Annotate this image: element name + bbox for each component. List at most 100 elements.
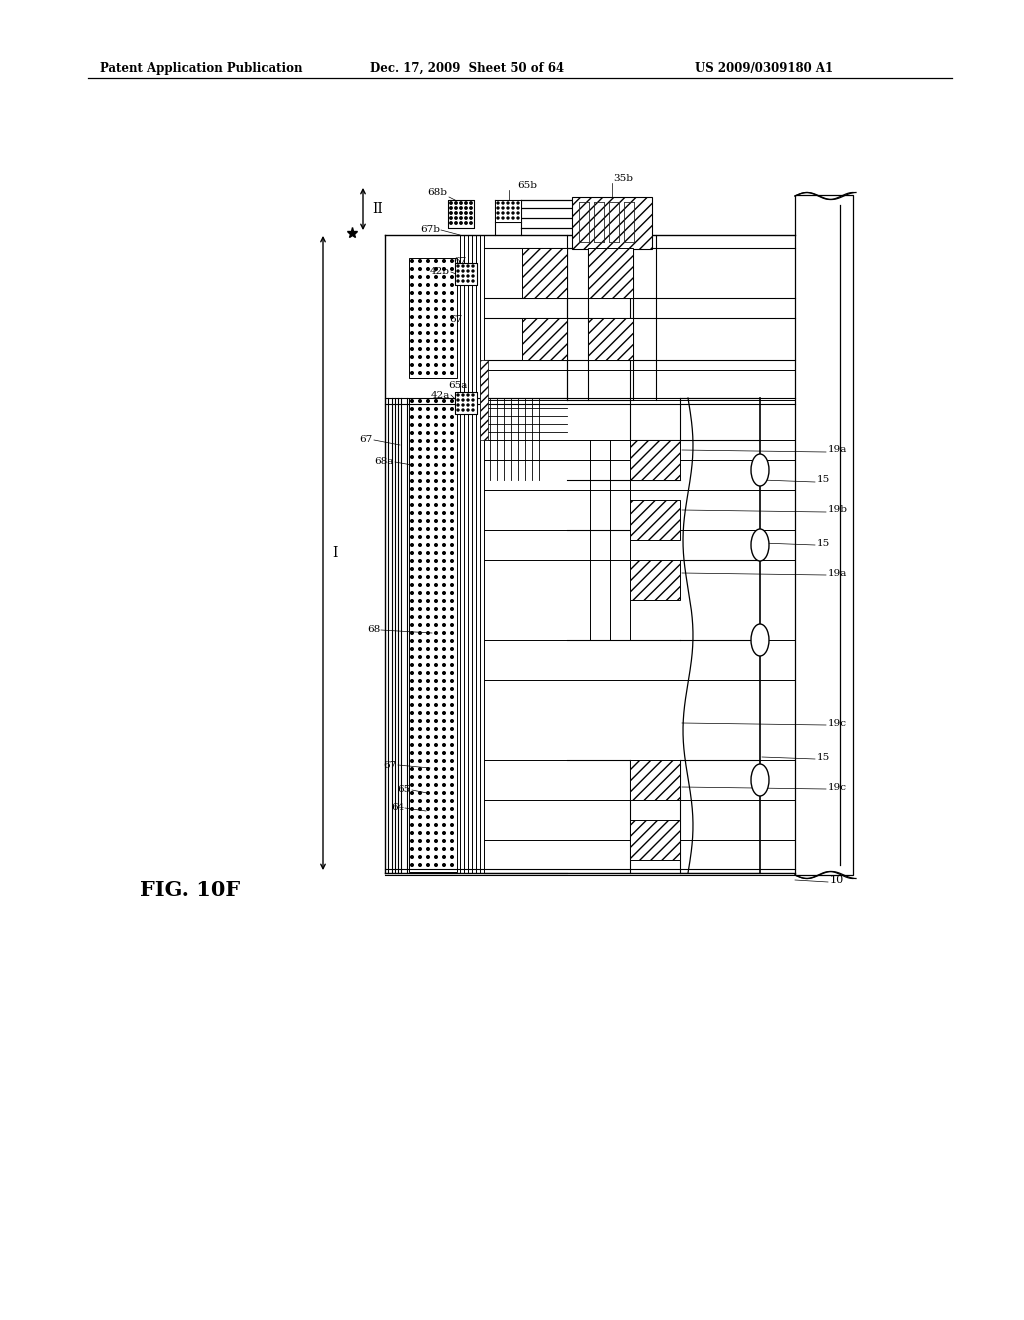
Circle shape [512, 213, 514, 214]
Circle shape [411, 568, 414, 570]
Circle shape [451, 808, 454, 810]
Circle shape [411, 680, 414, 682]
Bar [630, 500, 680, 540]
Bar [449, 201, 474, 228]
Circle shape [435, 292, 437, 294]
Circle shape [427, 855, 429, 858]
Circle shape [450, 222, 453, 224]
Circle shape [442, 664, 445, 667]
Circle shape [427, 323, 429, 326]
Circle shape [427, 315, 429, 318]
Circle shape [472, 265, 474, 267]
Circle shape [427, 487, 429, 490]
Circle shape [451, 599, 454, 602]
Circle shape [427, 800, 429, 803]
Circle shape [419, 536, 421, 539]
Circle shape [450, 211, 453, 214]
Circle shape [442, 816, 445, 818]
Circle shape [442, 372, 445, 375]
Circle shape [419, 792, 421, 795]
Circle shape [451, 536, 454, 539]
Circle shape [435, 364, 437, 366]
Circle shape [451, 400, 454, 403]
Circle shape [419, 760, 421, 762]
Circle shape [419, 863, 421, 866]
Circle shape [419, 276, 421, 279]
Circle shape [411, 308, 414, 310]
Circle shape [451, 711, 454, 714]
Bar [630, 820, 680, 861]
Circle shape [457, 271, 459, 272]
Bar [579, 202, 589, 242]
Text: 67: 67 [454, 257, 467, 267]
Circle shape [462, 404, 464, 407]
Circle shape [507, 207, 509, 209]
Text: 19a: 19a [828, 446, 848, 454]
Circle shape [462, 409, 464, 411]
Circle shape [427, 268, 429, 271]
Circle shape [442, 735, 445, 738]
Circle shape [462, 393, 464, 396]
Circle shape [467, 275, 469, 277]
Circle shape [451, 496, 454, 498]
Circle shape [419, 568, 421, 570]
Circle shape [411, 672, 414, 675]
Circle shape [435, 331, 437, 334]
Circle shape [435, 832, 437, 834]
Circle shape [442, 424, 445, 426]
Circle shape [455, 211, 457, 214]
Circle shape [472, 275, 474, 277]
Circle shape [517, 207, 519, 209]
Circle shape [435, 512, 437, 515]
Circle shape [462, 271, 464, 272]
Circle shape [442, 339, 445, 342]
Bar [449, 201, 474, 228]
Circle shape [442, 487, 445, 490]
Circle shape [451, 832, 454, 834]
Circle shape [442, 656, 445, 659]
Circle shape [455, 202, 457, 205]
Circle shape [457, 265, 459, 267]
Bar [630, 440, 680, 480]
Circle shape [411, 840, 414, 842]
Text: I: I [332, 546, 337, 560]
Text: 35b: 35b [613, 174, 633, 183]
Circle shape [462, 280, 464, 282]
Circle shape [411, 560, 414, 562]
Circle shape [442, 552, 445, 554]
Circle shape [451, 504, 454, 507]
Circle shape [435, 432, 437, 434]
Circle shape [470, 207, 472, 209]
Circle shape [442, 672, 445, 675]
Circle shape [411, 863, 414, 866]
Circle shape [419, 672, 421, 675]
Circle shape [451, 591, 454, 594]
Text: 19b: 19b [828, 506, 848, 515]
Circle shape [411, 792, 414, 795]
Circle shape [470, 202, 472, 205]
Circle shape [451, 268, 454, 271]
Circle shape [427, 704, 429, 706]
Circle shape [435, 400, 437, 403]
Circle shape [427, 727, 429, 730]
Circle shape [467, 404, 469, 407]
Circle shape [435, 680, 437, 682]
Circle shape [451, 260, 454, 263]
Circle shape [442, 751, 445, 754]
Circle shape [419, 855, 421, 858]
Circle shape [435, 735, 437, 738]
Circle shape [451, 487, 454, 490]
Circle shape [427, 648, 429, 651]
Circle shape [427, 632, 429, 635]
Circle shape [465, 211, 467, 214]
Circle shape [411, 471, 414, 474]
Circle shape [457, 280, 459, 282]
Circle shape [435, 840, 437, 842]
Circle shape [435, 784, 437, 787]
Circle shape [411, 331, 414, 334]
Circle shape [435, 760, 437, 762]
Circle shape [427, 832, 429, 834]
Circle shape [427, 824, 429, 826]
Circle shape [497, 207, 499, 209]
Circle shape [442, 607, 445, 610]
